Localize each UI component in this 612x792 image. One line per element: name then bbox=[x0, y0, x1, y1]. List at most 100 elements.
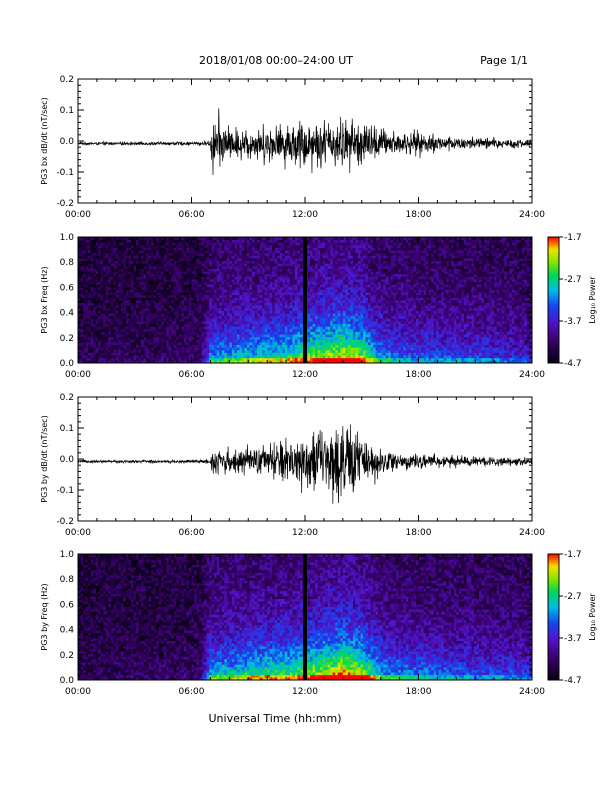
spectrogram-cell bbox=[168, 360, 172, 364]
spectrogram-cell bbox=[294, 310, 298, 314]
spectrogram-cell bbox=[166, 339, 170, 343]
spectrogram-cell bbox=[315, 336, 319, 340]
spectrogram-cell bbox=[239, 265, 243, 269]
spectrogram-cell bbox=[219, 252, 223, 256]
spectrogram-cell bbox=[133, 355, 137, 359]
spectrogram-cell bbox=[118, 237, 122, 241]
spectrogram-cell bbox=[186, 307, 190, 311]
spectrogram-cell bbox=[312, 313, 316, 317]
spectrogram-cell bbox=[138, 307, 142, 311]
spectrogram-cell bbox=[136, 355, 139, 359]
spectrogram-cell bbox=[146, 305, 150, 309]
spectrogram-cell bbox=[115, 237, 119, 241]
spectrogram-cell bbox=[317, 323, 321, 327]
spectrogram-cell bbox=[312, 326, 316, 330]
spectrogram-cell bbox=[146, 347, 150, 351]
spectrogram-cell bbox=[244, 331, 248, 335]
spectrogram-cell bbox=[151, 244, 155, 248]
spectrogram-cell bbox=[156, 244, 160, 248]
spectrogram-cell bbox=[244, 237, 248, 241]
spectrogram-cell bbox=[85, 328, 89, 332]
spectrogram-cell bbox=[194, 323, 197, 327]
spectrogram-cell bbox=[83, 294, 86, 298]
spectrogram-cell bbox=[224, 336, 228, 340]
spectrogram-cell bbox=[219, 313, 223, 317]
spectrogram-cell bbox=[272, 334, 276, 338]
spectrogram-cell bbox=[231, 336, 235, 340]
spectrogram-cell bbox=[310, 357, 313, 361]
spectrogram-cell bbox=[209, 331, 213, 335]
spectrogram-cell bbox=[226, 250, 230, 254]
spectrogram-cell bbox=[229, 349, 233, 353]
spectrogram-cell bbox=[158, 326, 162, 330]
spectrogram-cell bbox=[241, 339, 245, 343]
spectrogram-cell bbox=[312, 344, 316, 348]
spectrogram-cell bbox=[297, 328, 301, 332]
spectrogram-cell bbox=[85, 297, 89, 301]
spectrogram-cell bbox=[320, 239, 324, 243]
spectrogram-cell bbox=[176, 339, 180, 343]
spectrogram-cell bbox=[289, 279, 293, 283]
spectrogram-cell bbox=[252, 268, 255, 272]
spectrogram-cell bbox=[95, 255, 99, 259]
spectrogram-cell bbox=[194, 342, 197, 346]
spectrogram-cell bbox=[294, 297, 298, 301]
spectrogram-cell bbox=[93, 326, 97, 330]
spectrogram-cell bbox=[226, 321, 230, 325]
spectrogram-cell bbox=[125, 286, 129, 290]
spectrogram-cell bbox=[211, 252, 215, 256]
spectrogram-cell bbox=[88, 244, 92, 248]
spectrogram-cell bbox=[168, 321, 172, 325]
spectrogram-cell bbox=[259, 307, 263, 311]
spectrogram-cell bbox=[299, 260, 303, 264]
spectrogram-cell bbox=[282, 265, 286, 269]
spectrogram-cell bbox=[279, 357, 283, 361]
spectrogram-cell bbox=[320, 342, 324, 346]
spectrogram-cell bbox=[158, 294, 162, 298]
spectrogram-cell bbox=[299, 263, 303, 267]
spectrogram-cell bbox=[252, 334, 255, 338]
spectrogram-cell bbox=[158, 263, 162, 267]
spectrogram-cell bbox=[98, 260, 102, 264]
spectrogram-cell bbox=[181, 302, 185, 306]
spectrogram-cell bbox=[181, 313, 185, 317]
spectrogram-cell bbox=[83, 344, 86, 348]
spectrogram-cell bbox=[85, 334, 89, 338]
spectrogram-cell bbox=[196, 360, 200, 364]
spectrogram-cell bbox=[332, 344, 336, 348]
spectrogram-cell bbox=[244, 297, 248, 301]
spectrogram-cell bbox=[128, 255, 132, 259]
spectrogram-cell bbox=[224, 339, 228, 343]
spectrogram-cell bbox=[80, 271, 84, 275]
spectrogram-cell bbox=[277, 247, 281, 251]
spectrogram-cell bbox=[244, 334, 248, 338]
spectrogram-cell bbox=[224, 286, 228, 290]
spectrogram-cell bbox=[168, 250, 172, 254]
spectrogram-cell bbox=[93, 284, 97, 288]
spectrogram-cell bbox=[262, 239, 266, 243]
spectrogram-cell bbox=[317, 336, 321, 340]
spectrogram-cell bbox=[264, 313, 268, 317]
spectrogram-cell bbox=[310, 255, 313, 259]
spectrogram-cell bbox=[231, 355, 235, 359]
spectrogram-cell bbox=[204, 239, 208, 243]
spectrogram-cell bbox=[158, 355, 162, 359]
spectrogram-cell bbox=[289, 344, 293, 348]
spectrogram-cell bbox=[148, 334, 152, 338]
spectrogram-cell bbox=[330, 242, 334, 246]
spectrogram-cell bbox=[282, 347, 286, 351]
spectrogram-cell bbox=[322, 344, 326, 348]
spectrogram-cell bbox=[264, 247, 268, 251]
spectrogram-cell bbox=[105, 307, 109, 311]
spectrogram-cell bbox=[110, 265, 114, 269]
spectrogram-cell bbox=[229, 286, 233, 290]
spectrogram-cell bbox=[181, 336, 185, 340]
spectrogram-cell bbox=[93, 247, 97, 251]
spectrogram-cell bbox=[181, 349, 185, 353]
spectrogram-cell bbox=[133, 315, 137, 319]
spectrogram-cell bbox=[325, 239, 329, 243]
spectrogram-cell bbox=[146, 271, 150, 275]
spectrogram-cell bbox=[264, 331, 268, 335]
spectrogram-cell bbox=[146, 265, 150, 269]
spectrogram-cell bbox=[299, 336, 303, 340]
